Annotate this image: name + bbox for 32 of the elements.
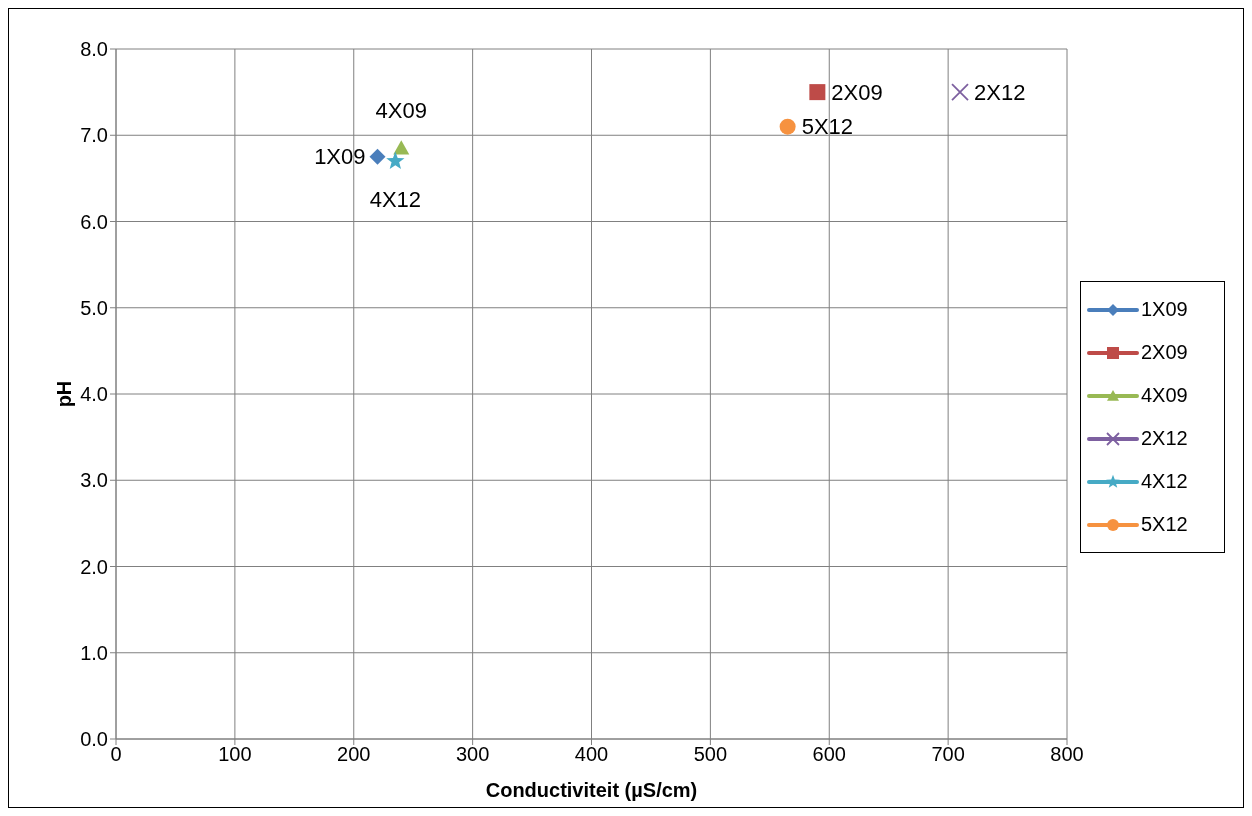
y-tick-label: 3.0 [80,469,108,492]
x-tick-label: 300 [455,743,490,766]
x-tick-label: 800 [1050,743,1084,766]
legend-label: 5X12 [1141,513,1188,536]
y-tick-label: 1.0 [80,641,108,664]
x-tick-label: 700 [931,743,965,766]
text: 4X12 [369,186,422,212]
y-tick-label: 4.0 [80,383,108,406]
x-tick-label: 500 [693,743,728,766]
x-tick-label: 100 [218,743,252,766]
y-tick-label: 2.0 [80,555,108,578]
legend-label: 2X12 [1141,427,1188,450]
y-tick-label: 0.0 [80,728,108,751]
legend-label: 2X09 [1141,341,1188,364]
text: 4X09 [375,97,427,123]
legend-label: 4X09 [1141,384,1188,407]
legend-label: 4X12 [1141,470,1188,493]
y-tick-label: 7.0 [80,124,108,147]
x-axis-title: Conductiviteit (µS/cm) [485,779,698,801]
text: 5X12 [801,114,854,140]
text: 2X12 [974,79,1026,105]
y-axis-title: pH [53,380,76,408]
x-tick-label: 400 [574,743,609,766]
y-tick-label: 6.0 [80,210,108,233]
y-tick-label: 5.0 [80,296,108,319]
text: 2X09 [831,79,883,105]
legend-label: 1X09 [1141,298,1188,321]
y-tick-label: 8.0 [80,38,108,61]
x-tick-label: 600 [812,743,846,766]
x-tick-label: 0 [110,743,122,766]
x-tick-label: 200 [337,743,371,766]
text: 1X09 [314,144,366,170]
